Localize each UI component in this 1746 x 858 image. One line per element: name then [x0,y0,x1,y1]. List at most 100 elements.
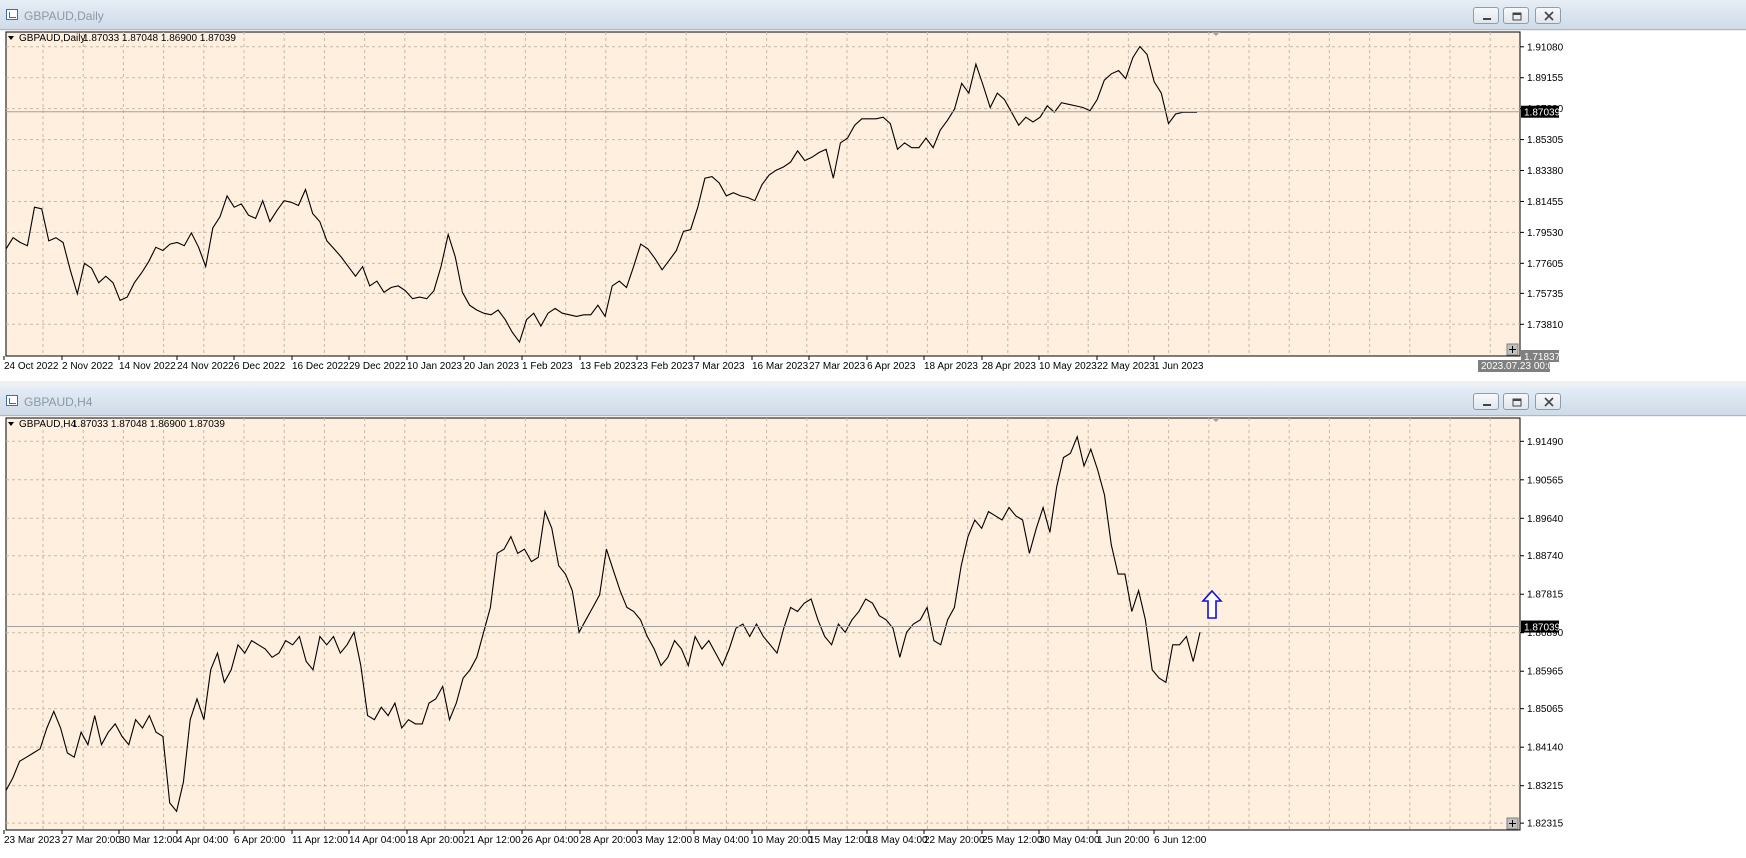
x-tick-label: 10 Jan 2023 [407,361,462,372]
y-tick-label: 1.81455 [1527,197,1564,208]
x-tick-label: 28 Apr 2023 [982,361,1036,372]
close-button[interactable] [1535,7,1561,24]
y-tick-label: 1.77605 [1527,259,1564,270]
x-tick-label: 3 May 12:00 [637,835,692,846]
chart-shift-marker-icon [1212,32,1220,36]
y-tick-label: 1.91080 [1527,42,1564,53]
restore-icon [1512,398,1522,407]
x-tick-label: 18 Apr 20:00 [407,835,464,846]
window-title: GBPAUD,H4 [24,395,93,409]
x-tick-label: 25 May 12:00 [982,835,1043,846]
crosshair-date-label: 2023.07.23 00:00 [1481,361,1559,372]
info-dropdown-icon [8,36,14,40]
current-price-badge [1521,620,1559,633]
close-icon [1544,11,1554,21]
buy-arrow-icon [1201,589,1223,619]
price-chart-daily[interactable]: 1.910801.891551.872301.853051.833801.814… [0,31,1746,381]
x-tick-label: 23 Mar 2023 [4,835,61,846]
x-tick-label: 24 Nov 2022 [177,361,234,372]
symbol-info-label: GBPAUD,H4 [19,419,76,430]
grid-lines [6,32,1520,356]
close-icon [1544,397,1554,407]
price-series-line [5,45,1197,344]
current-price-badge [1521,105,1559,118]
y-tick-label: 1.75735 [1527,289,1564,300]
y-tick-label: 1.89155 [1527,73,1564,84]
x-tick-label: 30 May 04:00 [1039,835,1100,846]
x-tick-label: 22 May 2023 [1097,361,1155,372]
x-tick-label: 28 Apr 20:00 [580,835,637,846]
y-tick-label: 1.83215 [1527,781,1564,792]
chart-window-icon [6,395,18,406]
x-tick-label: 24 Oct 2022 [4,361,59,372]
x-tick-label: 13 Feb 2023 [580,361,637,372]
grid-lines [6,418,1520,830]
x-tick-label: 27 Mar 2023 [809,361,866,372]
x-tick-label: 10 May 2023 [1039,361,1097,372]
minimize-icon [1483,18,1491,20]
x-tick-label: 16 Dec 2022 [292,361,349,372]
x-tick-label: 23 Feb 2023 [637,361,694,372]
x-tick-label: 18 May 04:00 [867,835,928,846]
x-tick-label: 4 Apr 04:00 [177,835,229,846]
restore-button[interactable] [1503,393,1529,410]
bottom-price-label: 1.71837 [1524,352,1561,363]
x-tick-label: 10 May 20:00 [752,835,813,846]
x-tick-label: 1 Feb 2023 [522,361,573,372]
minimize-button[interactable] [1473,393,1499,410]
y-tick-label: 1.84140 [1527,743,1564,754]
price-chart-h4[interactable]: 1.91490 1.90565 1.89640 1.88740 1.87815 1.868… [0,417,1746,858]
window-titlebar[interactable]: GBPAUD,Daily [0,0,1746,30]
x-tick-label: 1 Jun 2023 [1154,361,1204,372]
y-tick-label: 1.85965 [1527,667,1564,678]
y-tick-label: 1.91490 [1527,437,1564,448]
restore-icon [1512,12,1522,21]
x-tick-label: 6 Jun 12:00 [1154,835,1207,846]
x-tick-label: 21 Apr 12:00 [464,835,521,846]
x-tick-label: 27 Mar 20:00 [62,835,121,846]
restore-button[interactable] [1503,7,1529,24]
chart-shift-marker-icon [1212,418,1220,422]
x-tick-label: 1 Jun 20:00 [1097,835,1150,846]
current-price-label: 1.87039 [1524,108,1561,119]
price-series-line [5,434,1201,813]
y-tick-label: 1.79530 [1527,228,1564,239]
x-tick-label: 26 Apr 04:00 [522,835,579,846]
x-tick-label: 6 Apr 2023 [867,361,916,372]
y-axis: 1.91490 1.90565 1.89640 1.88740 1.87815 1.868… [1520,437,1564,830]
ohlc-values: 1.87033 1.87048 1.86900 1.87039 [83,33,236,44]
chart-window-icon [6,9,18,20]
x-tick-label: 30 Mar 12:00 [119,835,178,846]
x-tick-label: 14 Nov 2022 [119,361,176,372]
current-price-label: 1.87039 [1524,623,1561,634]
y-tick-label: 1.82315 [1527,819,1564,830]
ohlc-values: 1.87033 1.87048 1.86900 1.87039 [72,419,225,430]
chart-window-daily[interactable]: GBPAUD,Daily 1.910801.891551.872301.8530… [0,0,1746,381]
chart-window-h4[interactable]: GBPAUD,H4 1.91490 1.90565 1.89640 1.88740 1.… [0,386,1746,858]
plus-icon [1509,346,1516,353]
y-tick-label: 1.73810 [1527,320,1564,331]
y-tick-label: 1.85305 [1527,135,1564,146]
y-tick-label: 1.87815 [1527,590,1564,601]
window-titlebar[interactable]: GBPAUD,H4 [0,386,1746,416]
x-tick-label: 29 Dec 2022 [349,361,406,372]
x-axis: 24 Oct 2022 2 Nov 2022 14 Nov 2022 24 Nov 2… [3,356,1204,372]
symbol-info-label: GBPAUD,Daily [19,33,86,44]
y-tick-label: 1.90565 [1527,475,1564,486]
x-tick-label: 6 Dec 2022 [234,361,286,372]
x-tick-label: 20 Jan 2023 [464,361,519,372]
plot-area [5,417,1521,831]
x-tick-label: 15 May 12:00 [809,835,870,846]
minimize-button[interactable] [1473,7,1499,24]
x-tick-label: 7 Mar 2023 [694,361,745,372]
x-tick-label: 16 Mar 2023 [752,361,809,372]
x-tick-label: 8 May 04:00 [694,835,749,846]
x-tick-label: 18 Apr 2023 [924,361,978,372]
window-title: GBPAUD,Daily [24,9,104,23]
minimize-icon [1483,404,1491,406]
close-button[interactable] [1535,393,1561,410]
y-axis: 1.910801.891551.872301.853051.833801.814… [1520,42,1564,331]
y-tick-label: 1.83380 [1527,166,1564,177]
y-tick-label: 1.88740 [1527,551,1564,562]
